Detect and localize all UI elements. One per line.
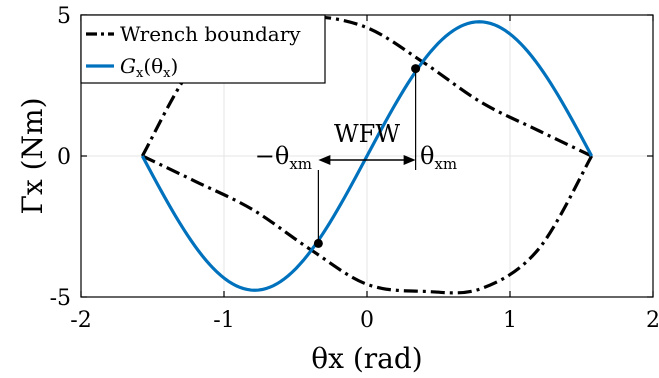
y-tick-label: -5 — [50, 286, 71, 311]
y-axis-label: Γx (Nm) — [16, 97, 49, 214]
intersection-point — [411, 64, 421, 74]
theta-xm-label: θxm — [420, 142, 457, 173]
wfw-annotation: WFW −θxm θxm — [255, 64, 457, 248]
y-tick-label: 0 — [57, 145, 71, 170]
legend-label-wrench-boundary: Wrench boundary — [120, 22, 301, 46]
x-tick-label: -1 — [213, 308, 234, 333]
wfw-arrow-head-right — [403, 155, 416, 165]
y-tick-label: 5 — [57, 4, 71, 29]
x-tick-label: 0 — [360, 308, 374, 333]
x-tick-label: 2 — [646, 308, 659, 333]
gx-curve-line — [140, 20, 594, 292]
legend-box — [80, 14, 326, 84]
neg-theta-xm-label: −θxm — [255, 142, 312, 173]
wfw-arrow-head-left — [318, 155, 331, 165]
x-axis-label: θx (rad) — [311, 342, 422, 375]
wfw-label: WFW — [334, 120, 400, 148]
legend-label-gx: Gx(θx) — [120, 54, 178, 81]
x-tick-label: -2 — [70, 308, 91, 333]
legend: Wrench boundary Gx(θx) — [80, 14, 326, 84]
wrench-boundary-lower-line — [141, 154, 594, 295]
x-tick-label: 1 — [503, 308, 517, 333]
intersection-point — [313, 238, 323, 248]
